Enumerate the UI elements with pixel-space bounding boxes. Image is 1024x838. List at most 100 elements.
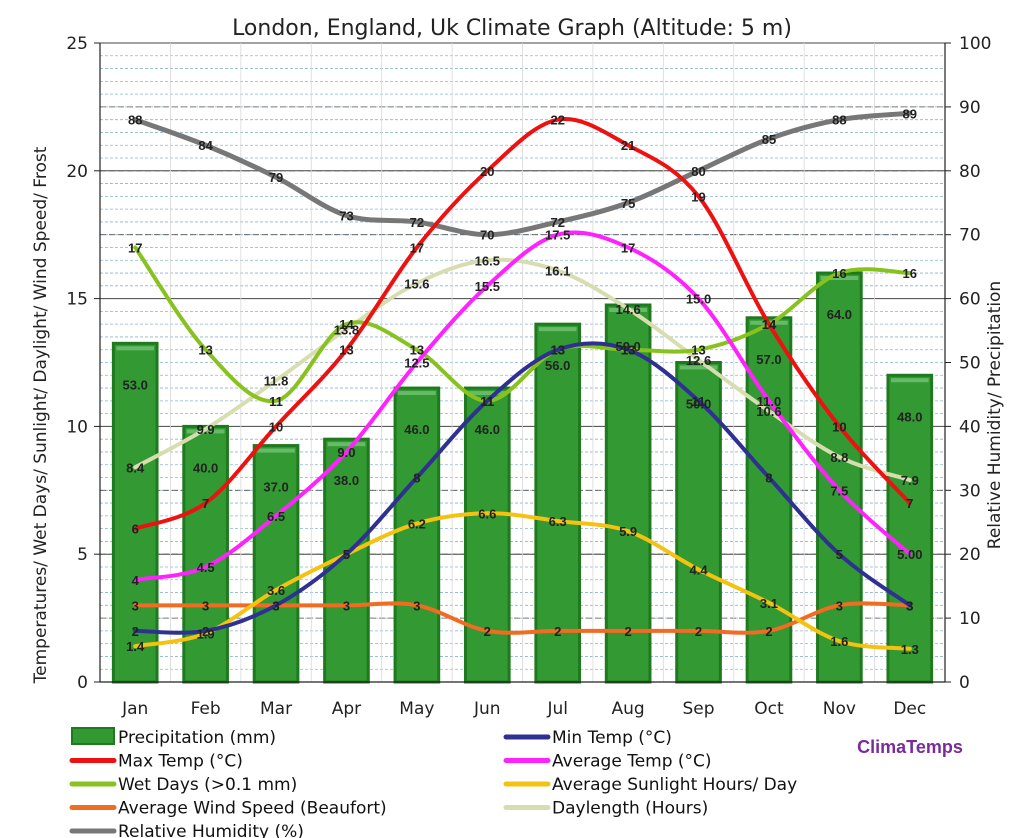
- series-line-8: [132, 110, 913, 238]
- data-label: 11: [480, 394, 494, 409]
- y-right-tick-label: 30: [959, 481, 981, 501]
- series-line-5: [133, 511, 912, 651]
- data-label: 88: [832, 113, 846, 128]
- y-right-tick-label: 50: [959, 354, 981, 374]
- data-label: 2: [202, 624, 209, 639]
- series-line-7: [133, 257, 912, 483]
- data-label: 16: [903, 266, 917, 281]
- data-label: 22: [550, 113, 564, 128]
- y-left-tick-label: 20: [66, 162, 88, 182]
- data-label: 11.8: [264, 373, 289, 388]
- precipitation-bars: [111, 271, 934, 684]
- data-label: 16: [832, 266, 846, 281]
- data-label: 4: [132, 573, 140, 588]
- series-line-3: [133, 230, 912, 582]
- data-label: 57.0: [756, 352, 781, 367]
- data-label: 1.9: [197, 626, 215, 641]
- data-label: 6: [132, 522, 139, 537]
- data-label: 3: [836, 598, 843, 613]
- data-label: 15.5: [475, 279, 500, 294]
- data-label: 40.0: [193, 460, 218, 475]
- data-label: 5: [836, 547, 843, 562]
- data-label: 48.0: [897, 409, 922, 424]
- data-label: 7.9: [901, 473, 919, 488]
- x-tick-label: Apr: [332, 699, 361, 719]
- y-right-tick-label: 70: [959, 226, 981, 246]
- data-label: 9.9: [197, 422, 215, 437]
- data-label: 64.0: [827, 307, 852, 322]
- data-label: 3.1: [760, 596, 778, 611]
- legend-label: Precipitation (mm): [118, 728, 276, 748]
- data-label: 3: [202, 598, 209, 613]
- precipitation-bar: [816, 271, 863, 684]
- legend-swatch-bar: [71, 727, 115, 745]
- data-label: 2: [625, 624, 632, 639]
- data-label: 21: [621, 138, 635, 153]
- data-label: 14: [339, 317, 354, 332]
- data-label: 73: [339, 209, 353, 224]
- legend-label: Average Temp (°C): [552, 752, 712, 772]
- precipitation-bar-highlight: [468, 391, 507, 396]
- data-label: 17.5: [545, 228, 570, 243]
- chart-title: London, England, Uk Climate Graph (Altit…: [232, 16, 792, 41]
- data-label: 4.4: [690, 563, 709, 578]
- x-tick-label: Jul: [546, 699, 568, 719]
- data-label: 37.0: [263, 480, 288, 495]
- precipitation-bar-highlight: [679, 365, 718, 370]
- precipitation-bar-highlight: [538, 327, 577, 332]
- data-label: 6.2: [408, 517, 426, 532]
- data-label: 10: [832, 419, 846, 434]
- precipitation-bar-highlight: [820, 276, 859, 281]
- legend-label: Average Sunlight Hours/ Day: [552, 775, 797, 795]
- data-label: 8.4: [126, 460, 145, 475]
- data-label: 11: [269, 394, 283, 409]
- y-right-tick-label: 10: [959, 609, 981, 629]
- data-label: 1.3: [901, 642, 919, 657]
- data-label: 13: [691, 343, 705, 358]
- data-label: 16.1: [545, 263, 570, 278]
- data-label: 2: [695, 624, 702, 639]
- legend-label: Max Temp (°C): [118, 752, 243, 772]
- data-label: 75: [621, 196, 635, 211]
- data-label: 6.3: [549, 514, 567, 529]
- precipitation-bar-highlight: [398, 391, 436, 396]
- data-label: 13: [550, 343, 564, 358]
- data-label: 8: [765, 471, 772, 486]
- precipitation-bar-highlight: [116, 346, 155, 351]
- y-right-tick-label: 100: [959, 34, 991, 54]
- data-label: 53.0: [123, 377, 148, 392]
- data-label: 56.0: [545, 358, 570, 373]
- data-label: 7: [906, 496, 913, 511]
- data-label: 50.0: [686, 397, 711, 412]
- y-left-tick-label: 25: [66, 34, 88, 54]
- data-label: 12.5: [404, 356, 429, 371]
- y-left-tick-label: 5: [77, 545, 88, 565]
- x-tick-label: Nov: [823, 699, 856, 719]
- data-label: 9.0: [337, 445, 355, 460]
- y-right-tick-label: 20: [959, 545, 981, 565]
- data-label: 89: [903, 106, 917, 121]
- data-label: 15.6: [404, 276, 429, 291]
- data-label: 46.0: [404, 422, 429, 437]
- data-label: 1.6: [830, 634, 848, 649]
- data-label: 38.0: [334, 473, 359, 488]
- x-tick-label: May: [399, 699, 434, 719]
- data-label: 13: [410, 343, 424, 358]
- series-line-1: [133, 341, 912, 635]
- data-label: 13.8: [334, 322, 359, 337]
- data-label: 2: [484, 624, 491, 639]
- data-label: 20: [480, 164, 494, 179]
- data-label: 13: [339, 343, 353, 358]
- x-tick-label: Dec: [893, 699, 926, 719]
- data-label: 3: [272, 598, 279, 613]
- data-label: 6.5: [267, 509, 285, 524]
- data-label: 2: [132, 624, 139, 639]
- data-label: 17: [128, 240, 142, 255]
- x-tick-label: Jun: [473, 699, 501, 719]
- data-label: 11.0: [757, 394, 782, 409]
- data-label: 79: [269, 170, 283, 185]
- data-label: 3: [906, 598, 913, 613]
- data-label: 88: [128, 113, 142, 128]
- data-label: 85: [762, 132, 776, 147]
- y-left-tick-label: 15: [66, 290, 88, 310]
